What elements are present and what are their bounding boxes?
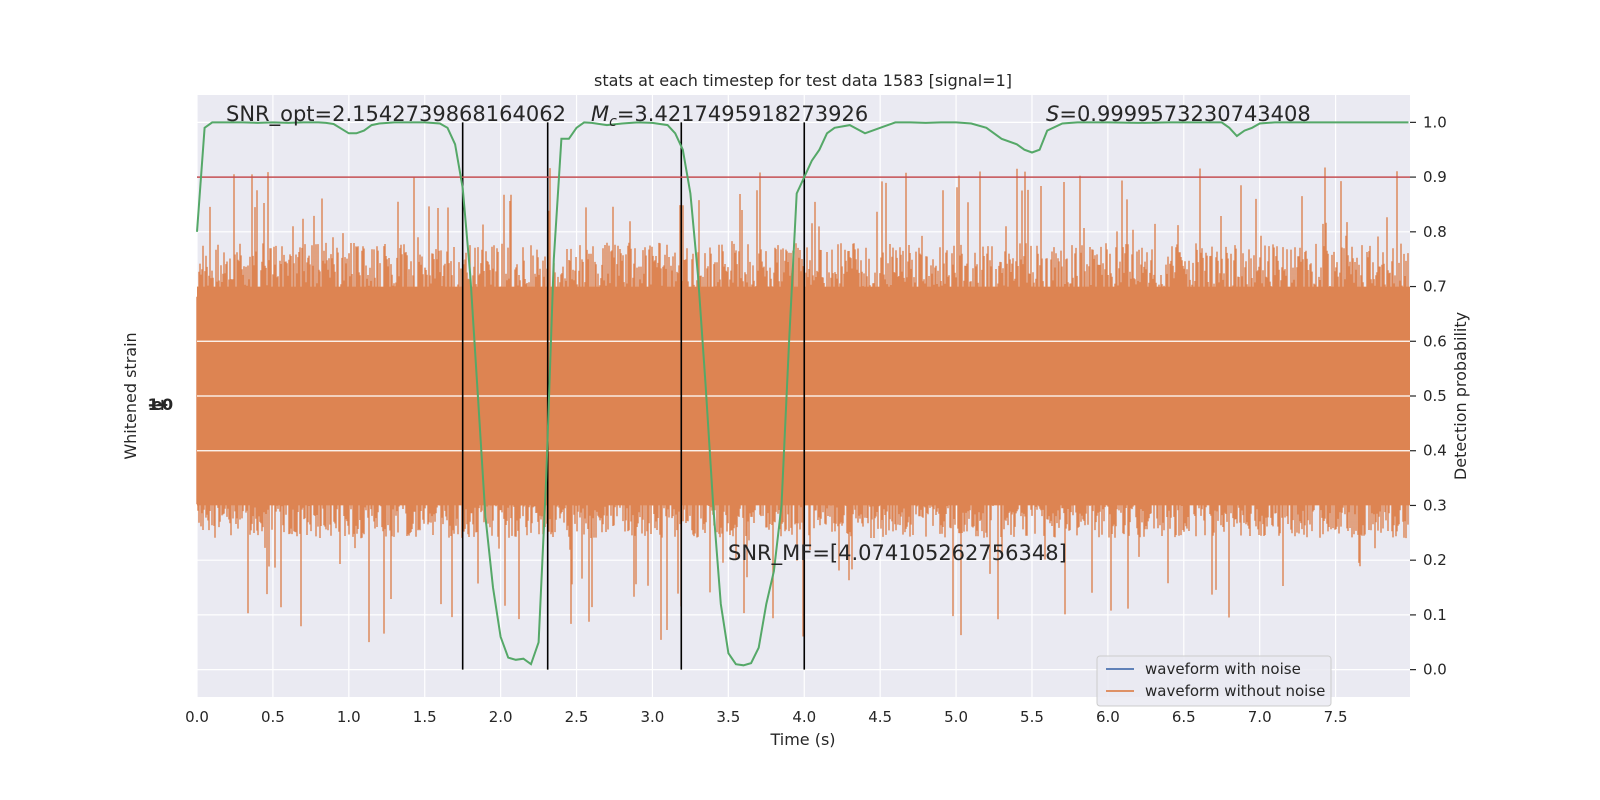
y-tick-label: 0.4 — [1423, 442, 1447, 460]
x-tick-label: 7.5 — [1324, 708, 1348, 726]
x-tick-label: 3.0 — [641, 708, 665, 726]
x-tick-label: 2.0 — [489, 708, 513, 726]
x-tick-label: 4.0 — [792, 708, 816, 726]
chirp-mass-value: =3.4217495918273926 — [617, 102, 868, 126]
detection-probability-line — [196, 121, 1409, 667]
x-tick-label: 1.5 — [413, 708, 437, 726]
x-tick-label: 3.5 — [716, 708, 740, 726]
y-tick-label: 0.7 — [1423, 278, 1447, 296]
annotation-snr-mf: SNR_MF=[4.074105262756348] — [728, 541, 1067, 566]
left-y-axis-label: Whitened strain — [121, 332, 140, 459]
legend-label-without-noise: waveform without noise — [1145, 682, 1325, 700]
x-tick-label: 6.0 — [1096, 708, 1120, 726]
y-tick-label: 0.8 — [1423, 223, 1447, 241]
y-tick-label: 0.3 — [1423, 496, 1447, 514]
right-y-axis-label: Detection probability — [1451, 312, 1470, 480]
x-tick-label: 5.5 — [1020, 708, 1044, 726]
annotation-chirp-mass: Mc=3.4217495918273926 — [591, 102, 868, 130]
x-tick-label: 1.0 — [337, 708, 361, 726]
legend-box — [1096, 655, 1332, 707]
y-tick-label: 0.1 — [1423, 606, 1447, 624]
y-tick-label: 1.0 — [1423, 113, 1447, 131]
legend-label-with-noise: waveform with noise — [1145, 660, 1301, 678]
x-tick-label: 2.5 — [565, 708, 589, 726]
legend: waveform with noise waveform without noi… — [1096, 655, 1332, 707]
x-axis-label: Time (s) — [769, 730, 835, 749]
x-tick-label: 6.5 — [1172, 708, 1196, 726]
x-tick-label: 7.0 — [1248, 708, 1272, 726]
chirp-mass-subscript: c — [609, 114, 617, 130]
x-tick-label: 0.0 — [185, 708, 209, 726]
x-tick-label: 0.5 — [261, 708, 285, 726]
s-symbol: S — [1046, 102, 1059, 126]
y-tick-label: 0.5 — [1423, 387, 1447, 405]
segment-boundaries — [461, 122, 806, 670]
x-axis-ticks: 0.0 0.5 1.0 1.5 2.0 2.5 3.0 3.5 4.0 4.5 5.0 5.5 6.0 6… — [185, 708, 1347, 726]
y-tick-label: 0.0 — [1423, 661, 1447, 679]
y-tick-label: 0.6 — [1423, 332, 1447, 350]
annotation-s-score: S=0.9999573230743408 — [1046, 102, 1311, 126]
annotation-snr-opt: SNR_opt=2.1542739868164062 — [226, 102, 566, 127]
x-tick-label: 5.0 — [944, 708, 968, 726]
x-tick-label: 4.5 — [868, 708, 892, 726]
right-y-axis-ticks: 0.0 0.1 0.2 0.3 0.4 0.5 0.6 0.7 0.8 0.9 1.0 — [1410, 113, 1447, 679]
y-tick-label: 0.2 — [1423, 551, 1447, 569]
chirp-mass-symbol: M — [591, 102, 609, 126]
y-tick-label: 0.9 — [1423, 168, 1447, 186]
chart-title: stats at each timestep for test data 158… — [594, 71, 1012, 90]
s-value: =0.9999573230743408 — [1059, 102, 1310, 126]
left-axis-overlapping-ticks: -1e+0 — [148, 395, 173, 414]
